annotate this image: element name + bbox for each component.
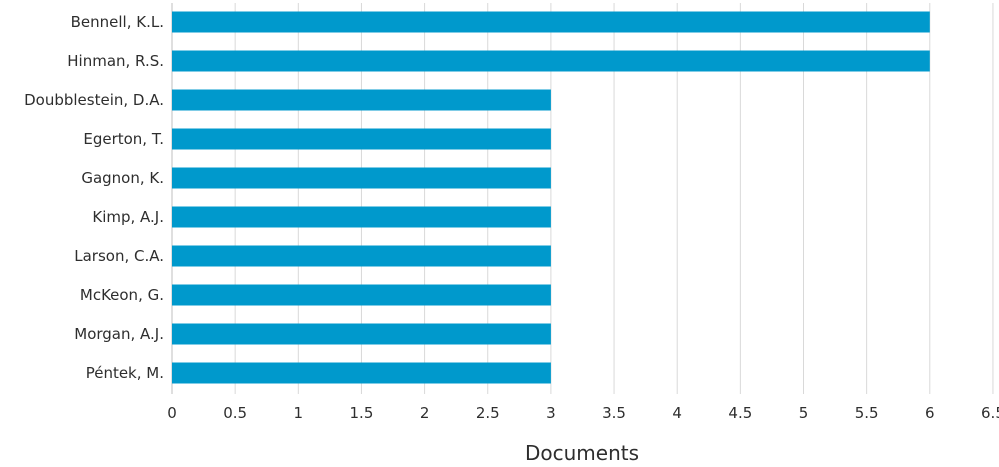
x-tick-label: 1 — [294, 404, 304, 422]
category-label: Péntek, M. — [86, 364, 164, 382]
category-label: McKeon, G. — [80, 286, 164, 304]
bar — [172, 323, 551, 345]
bar — [172, 89, 551, 111]
bar — [172, 50, 930, 72]
category-labels: Bennell, K.L. Hinman, R.S. Doubblestein, D… — [24, 13, 164, 382]
category-label: Gagnon, K. — [81, 169, 164, 187]
category-label: Hinman, R.S. — [67, 52, 164, 70]
category-label: Larson, C.A. — [74, 247, 164, 265]
bar — [172, 167, 551, 189]
bar — [172, 284, 551, 306]
x-tick-label: 3 — [546, 404, 556, 422]
bar — [172, 11, 930, 33]
category-label: Egerton, T. — [83, 130, 164, 148]
x-tick-label: 5.5 — [855, 404, 879, 422]
x-tick-label: 2 — [420, 404, 430, 422]
x-tick-label: 0.5 — [223, 404, 247, 422]
x-tick-label: 1.5 — [350, 404, 374, 422]
category-label: Doubblestein, D.A. — [24, 91, 164, 109]
bars — [172, 11, 930, 384]
x-tick-label: 0 — [167, 404, 177, 422]
category-label: Bennell, K.L. — [71, 13, 164, 31]
bar — [172, 206, 551, 228]
bar — [172, 128, 551, 150]
x-tick-label: 6 — [925, 404, 935, 422]
x-axis-ticks: 0 0.5 1 1.5 2 2.5 3 3.5 4 4.5 5 5.5 6 6.5 — [167, 404, 999, 422]
x-axis-title: Documents — [525, 441, 639, 465]
category-label: Morgan, A.J. — [74, 325, 164, 343]
bar — [172, 362, 551, 384]
x-tick-label: 4.5 — [728, 404, 752, 422]
x-tick-label: 5 — [799, 404, 809, 422]
x-tick-label: 6.5 — [981, 404, 999, 422]
x-tick-label: 3.5 — [602, 404, 626, 422]
category-label: Kimp, A.J. — [92, 208, 164, 226]
bar — [172, 245, 551, 267]
x-tick-label: 2.5 — [476, 404, 500, 422]
x-tick-label: 4 — [672, 404, 682, 422]
